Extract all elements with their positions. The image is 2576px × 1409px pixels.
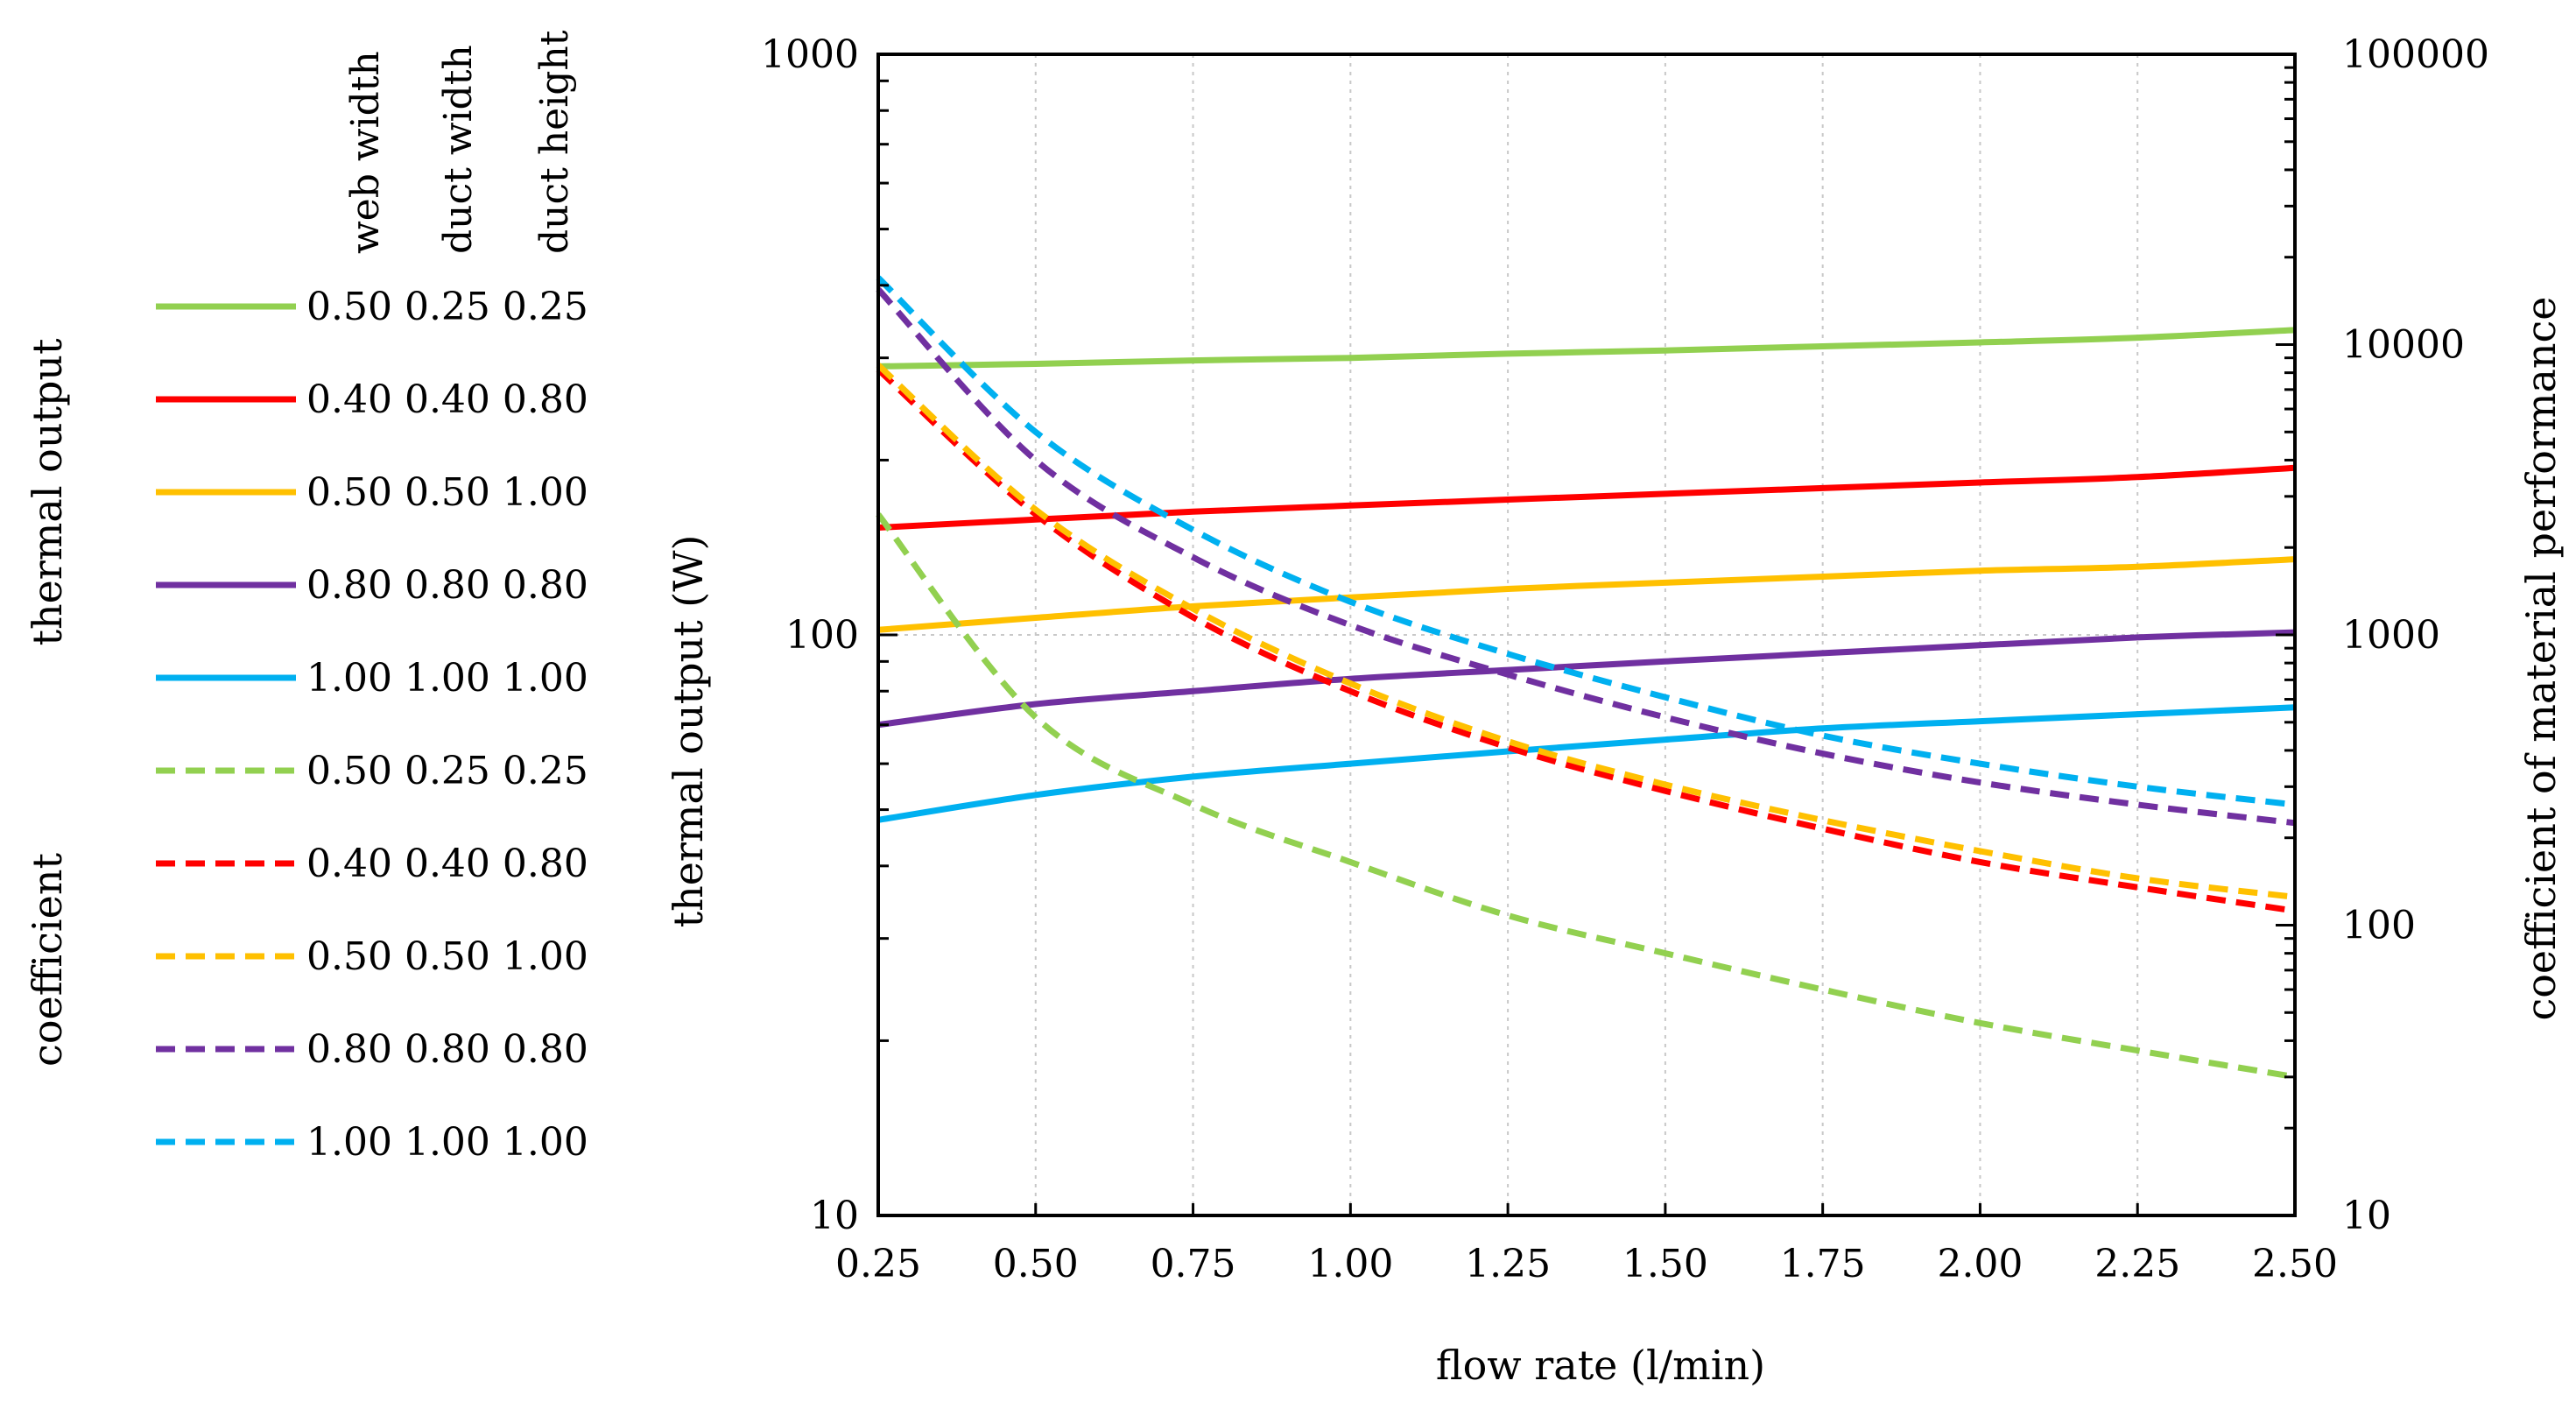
legend-group-label: coefficient — [24, 853, 71, 1067]
legend-entry-label: 0.50 0.50 1.00 — [306, 934, 588, 979]
legend-entry-label: 0.80 0.80 0.80 — [306, 1027, 588, 1072]
series-line-thermal-output-2 — [877, 556, 2296, 633]
y-left-tick-label: 10 — [810, 1194, 859, 1238]
x-tick-label: 1.50 — [1622, 1242, 1708, 1286]
series-line-thermal-output-4 — [877, 704, 2296, 823]
legend-group-label: thermal output — [24, 338, 71, 646]
y-right-tick-label: 100000 — [2342, 32, 2489, 77]
legend-entry-label: 0.50 0.25 0.25 — [306, 749, 588, 793]
y-right-tick-label: 10000 — [2342, 323, 2465, 368]
legend-column-header: duct height — [532, 30, 577, 254]
legend-entry-label: 0.40 0.40 0.80 — [306, 377, 588, 422]
series-line-coefficient-8 — [876, 287, 2296, 827]
x-tick-label: 2.00 — [1937, 1242, 2023, 1286]
legend-entry-label: 1.00 1.00 1.00 — [306, 656, 588, 701]
legend-entry-label: 1.00 1.00 1.00 — [306, 1120, 588, 1165]
x-tick-label: 1.25 — [1465, 1242, 1551, 1286]
legend-entry-label: 0.80 0.80 0.80 — [306, 563, 588, 608]
legend-entry-label: 0.50 0.50 1.00 — [306, 470, 588, 515]
x-tick-label: 0.25 — [835, 1242, 921, 1286]
y-right-tick-label: 1000 — [2342, 613, 2440, 658]
y-axis-right-title: coefficient of material performance — [2517, 296, 2565, 1020]
x-tick-label: 0.50 — [993, 1242, 1079, 1286]
x-tick-label: 2.25 — [2094, 1242, 2180, 1286]
y-right-tick-label: 100 — [2342, 904, 2416, 948]
x-axis-title: flow rate (l/min) — [1436, 1342, 1765, 1389]
series-line-coefficient-9 — [876, 275, 2296, 808]
y-left-tick-label: 1000 — [761, 32, 859, 77]
x-tick-label: 1.75 — [1780, 1242, 1866, 1286]
x-tick-label: 2.50 — [2252, 1242, 2338, 1286]
x-tick-label: 1.00 — [1307, 1242, 1393, 1286]
legend-column-header: duct width — [436, 45, 481, 254]
series-line-coefficient-7 — [876, 363, 2296, 900]
legend-entry-label: 0.50 0.25 0.25 — [306, 285, 588, 329]
series-line-thermal-output-0 — [877, 327, 2296, 370]
series-lines — [876, 275, 2296, 1081]
y-axis-left-title: thermal output (W) — [665, 535, 712, 928]
series-line-coefficient-5 — [876, 512, 2296, 1081]
x-tick-label: 0.75 — [1151, 1242, 1236, 1286]
grid-lines — [878, 54, 2295, 1215]
y-left-tick-label: 100 — [785, 613, 859, 658]
axes: 0.25 0.50 0.75 1.00 1.25 1.50 1.75 2.00 2.25 2.50… — [761, 32, 2489, 1286]
legend-column-header: web width — [343, 51, 388, 254]
series-line-thermal-output-3 — [877, 629, 2296, 729]
y-right-tick-label: 10 — [2342, 1194, 2391, 1238]
legend-entry-label: 0.40 0.40 0.80 — [306, 842, 588, 886]
legend: web width duct width duct height 0.50 0.25 … — [24, 30, 588, 1165]
